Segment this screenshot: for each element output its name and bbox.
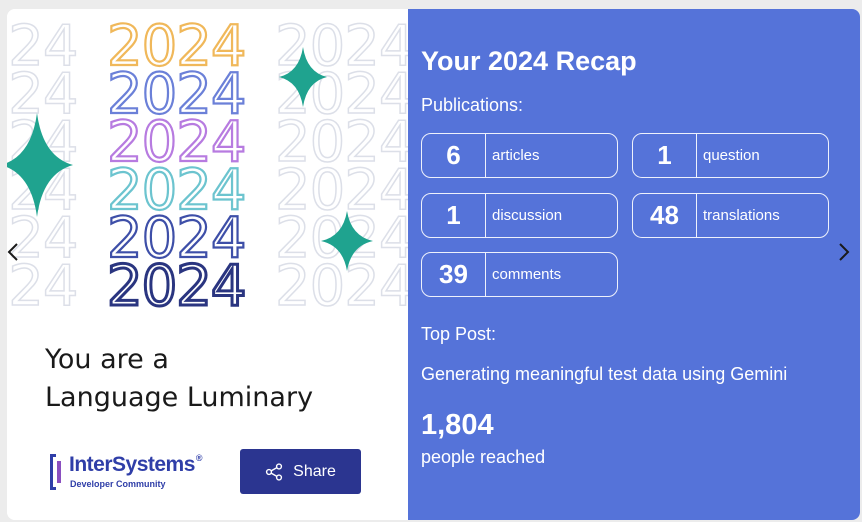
next-slide-button[interactable] xyxy=(834,240,854,264)
stat-articles: 6 articles xyxy=(421,133,618,178)
year-outline-text: 2024 xyxy=(7,14,78,79)
recap-card: 2024202420242024202420242024202420242024… xyxy=(7,9,860,520)
chevron-right-icon xyxy=(839,243,850,261)
year-artwork: 2024202420242024202420242024202420242024… xyxy=(7,9,408,309)
year-outline-text: 2024 xyxy=(7,62,78,127)
stat-translations-label: translations xyxy=(703,207,780,224)
top-post-label: Top Post: xyxy=(421,324,497,344)
logo-name-text: InterSystems xyxy=(69,453,195,476)
reach-value: 1,804 xyxy=(421,409,494,441)
share-button-label: Share xyxy=(293,462,336,480)
recap-right-panel: Your 2024 Recap Publications: 6 articles… xyxy=(408,9,860,520)
stat-comments-label: comments xyxy=(492,266,562,283)
reach-label: people reached xyxy=(421,447,546,467)
share-button[interactable]: Share xyxy=(240,449,361,494)
recap-left-panel: 2024202420242024202420242024202420242024… xyxy=(7,9,408,520)
previous-slide-button[interactable] xyxy=(3,240,23,264)
intersystems-logo: InterSystems® Developer Community xyxy=(47,452,217,492)
year-outline-text: 2024 xyxy=(107,14,246,79)
sparkle-icon xyxy=(7,113,73,217)
stat-discussion-label: discussion xyxy=(492,207,563,224)
headline-line-1: You are a xyxy=(45,344,169,375)
stat-question: 1 question xyxy=(632,133,829,178)
stat-discussion: 1 discussion xyxy=(421,193,618,238)
stat-question-value: 1 xyxy=(633,134,697,177)
share-icon xyxy=(266,462,283,481)
stat-articles-value: 6 xyxy=(422,134,486,177)
top-post-link[interactable]: Generating meaningful test data using Ge… xyxy=(421,364,788,384)
stat-articles-label: articles xyxy=(492,147,540,164)
publications-label: Publications: xyxy=(421,95,524,115)
stat-question-label: question xyxy=(703,147,760,164)
recap-headline: You are a Language Luminary xyxy=(45,341,313,417)
sparkle-icon xyxy=(279,47,327,107)
year-outline-text: 2024 xyxy=(107,206,246,271)
year-outline-text: 2024 xyxy=(275,158,408,223)
intersystems-logo-mark-icon xyxy=(50,454,61,490)
stat-translations-value: 48 xyxy=(633,194,697,237)
logo-subtitle: Developer Community xyxy=(70,479,166,489)
year-outline-text: 2024 xyxy=(7,254,78,309)
stat-comments: 39 comments xyxy=(421,252,618,297)
stat-comments-value: 39 xyxy=(422,253,486,296)
year-outline-text: 2024 xyxy=(275,110,408,175)
year-outline-text: 2024 xyxy=(107,110,246,175)
recap-title: Your 2024 Recap xyxy=(421,46,637,76)
stat-discussion-value: 1 xyxy=(422,194,486,237)
year-outline-text: 2024 xyxy=(275,254,408,309)
year-outline-text: 2024 xyxy=(107,158,246,223)
sparkle-icon xyxy=(321,211,373,271)
stat-translations: 48 translations xyxy=(632,193,829,238)
chevron-left-icon xyxy=(7,243,18,261)
year-outline-text: 2024 xyxy=(7,206,78,271)
logo-registered-mark: ® xyxy=(195,453,203,463)
year-outline-text: 2024 xyxy=(107,62,246,127)
year-outline-text: 2024 xyxy=(107,254,246,309)
headline-line-2: Language Luminary xyxy=(45,382,314,413)
